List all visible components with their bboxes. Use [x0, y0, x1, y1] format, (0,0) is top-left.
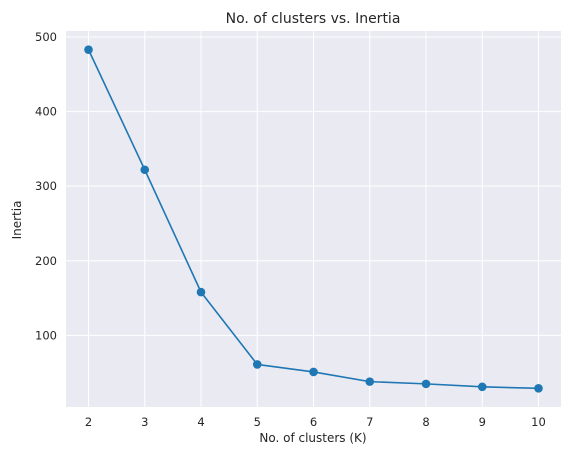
series-layer	[84, 45, 543, 393]
x-tick-label: 7	[366, 415, 373, 429]
x-tick-label: 9	[479, 415, 486, 429]
data-point	[365, 377, 375, 386]
data-point	[534, 384, 543, 393]
data-point	[252, 360, 262, 369]
x-tick-label: 4	[197, 415, 204, 429]
y-axis-label: Inertia	[10, 201, 24, 240]
chart-title: No. of clusters vs. Inertia	[226, 11, 401, 27]
y-axis-ticks: 100 200 300 400 500	[35, 30, 57, 342]
data-point	[196, 287, 206, 297]
data-point	[309, 367, 318, 377]
data-point	[477, 382, 487, 392]
y-tick-label: 300	[35, 179, 57, 193]
y-tick-label: 100	[35, 328, 57, 342]
x-tick-label: 3	[141, 415, 148, 429]
grid	[66, 31, 561, 407]
data-point	[421, 379, 431, 389]
y-tick-label: 400	[35, 105, 57, 119]
y-tick-label: 200	[35, 254, 57, 268]
x-tick-label: 6	[310, 415, 317, 429]
x-tick-label: 5	[254, 415, 261, 429]
x-axis-ticks: 2 3 4 5 6 7 8 9 10	[85, 415, 546, 429]
x-axis-label: No. of clusters (K)	[259, 431, 366, 445]
y-tick-label: 500	[35, 30, 57, 44]
x-tick-label: 10	[531, 415, 546, 429]
x-tick-label: 8	[422, 415, 429, 429]
data-point	[84, 45, 93, 54]
x-tick-label: 2	[85, 415, 92, 429]
data-point	[140, 165, 150, 175]
